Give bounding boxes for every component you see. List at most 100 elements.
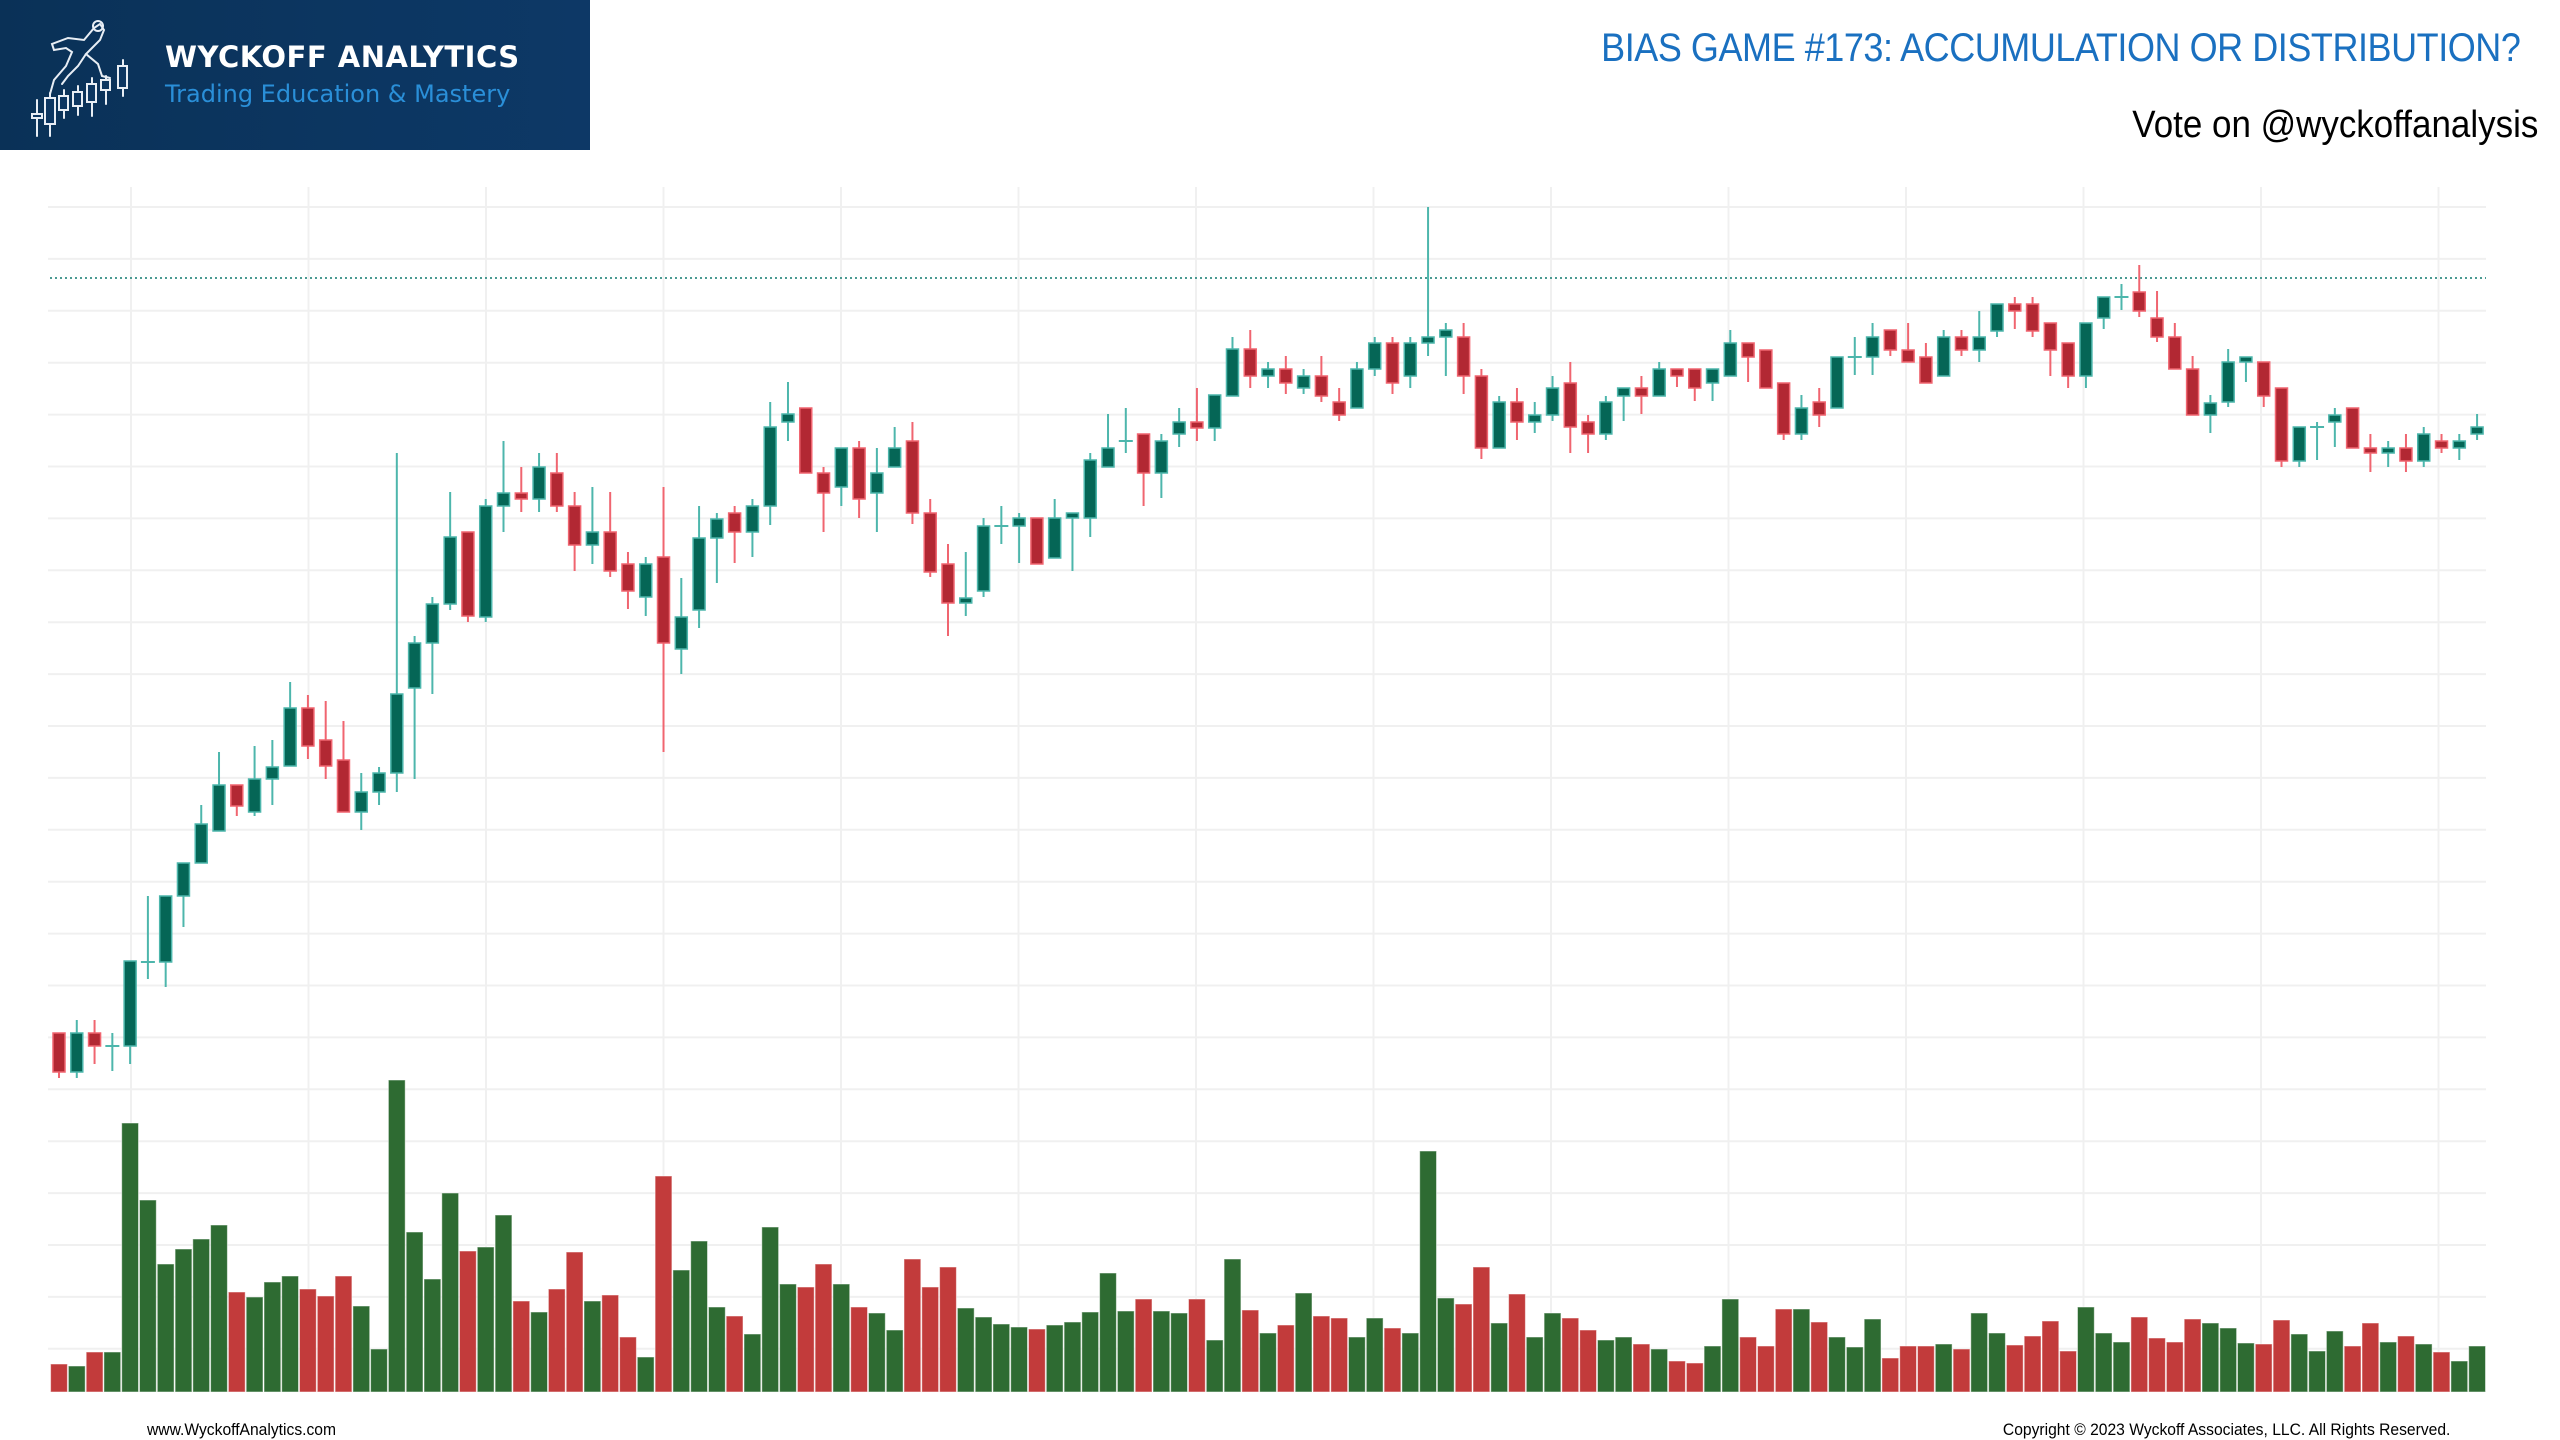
volume-bar: [1028, 1328, 1046, 1393]
volume-bar: [974, 1316, 993, 1393]
volume-bars: [50, 1079, 2486, 1393]
volume-bar: [2290, 1333, 2309, 1393]
candle: [1456, 323, 1471, 394]
candle: [1439, 323, 1453, 376]
candle: [799, 407, 813, 474]
candle: [976, 518, 991, 597]
volume-bar: [281, 1275, 300, 1393]
volume-bar: [156, 1263, 175, 1393]
volume-bar: [121, 1122, 139, 1393]
candle: [87, 1020, 102, 1064]
candle: [1847, 337, 1862, 375]
candle: [816, 467, 831, 532]
candle: [763, 402, 777, 525]
candle: [212, 752, 226, 832]
candle: [1670, 368, 1684, 387]
volume-bar: [1099, 1272, 1117, 1393]
candle: [390, 453, 404, 792]
candle: [1634, 376, 1649, 414]
candle: [1172, 408, 1186, 447]
candle: [603, 492, 617, 577]
volume-bar: [601, 1294, 620, 1393]
candle: [2185, 356, 2200, 416]
candle: [247, 746, 262, 816]
volume-bar: [1721, 1298, 1740, 1393]
candle: [1243, 330, 1258, 388]
volume-bar: [1116, 1310, 1135, 1393]
footer-copyright: Copyright © 2023 Wyckoff Associates, LLC…: [2002, 1420, 2450, 1439]
vote-prompt: Vote on @wyckoffanalysis: [2131, 104, 2538, 146]
candle: [1759, 349, 1773, 389]
volume-bar: [1899, 1345, 1917, 1393]
candle: [550, 453, 564, 512]
volume-bar: [1774, 1308, 1793, 1393]
volume-bar: [1508, 1293, 1526, 1393]
volume-bar: [1330, 1317, 1349, 1393]
volume-bar: [387, 1079, 406, 1393]
volume-bar: [50, 1363, 68, 1393]
candle: [194, 805, 208, 864]
volume-bar: [2059, 1350, 2077, 1393]
candle: [478, 499, 493, 622]
volume-bar: [1597, 1339, 1615, 1393]
volume-bar: [796, 1286, 815, 1393]
volume-bar: [2112, 1341, 2131, 1393]
candle: [1367, 337, 1382, 376]
volume-bar: [334, 1275, 353, 1393]
volume-bar: [885, 1329, 904, 1393]
candle: [1083, 453, 1097, 537]
volume-bar: [2450, 1360, 2469, 1393]
candle: [1492, 396, 1506, 449]
candle: [2345, 407, 2360, 449]
candle: [2150, 291, 2164, 342]
candle: [301, 695, 315, 759]
candle: [2096, 296, 2111, 329]
volume-bar: [850, 1306, 869, 1393]
candle: [354, 773, 369, 830]
volume-bar: [2237, 1342, 2255, 1393]
candle: [2168, 323, 2182, 370]
candle: [140, 896, 155, 979]
candle: [2274, 387, 2289, 467]
volume-bar: [210, 1224, 228, 1393]
candle: [1296, 369, 1311, 394]
volume-bar: [1845, 1346, 1864, 1393]
volume-bar: [1490, 1322, 1509, 1393]
volume-bar: [227, 1291, 246, 1393]
candle: [1652, 362, 1666, 397]
footer-website[interactable]: www.WyckoffAnalytics.com: [147, 1420, 337, 1439]
volume-bar: [1828, 1336, 1846, 1393]
candle: [1723, 330, 1738, 377]
volume-bar: [725, 1315, 744, 1393]
candle: [1919, 343, 1933, 384]
candle: [887, 427, 902, 468]
candle: [283, 682, 297, 767]
volume-bar: [779, 1283, 797, 1393]
volume-bar: [1792, 1308, 1811, 1393]
volume-bar: [2272, 1319, 2291, 1393]
volume-bar: [459, 1250, 477, 1393]
volume-bar: [814, 1263, 833, 1393]
volume-bar: [832, 1283, 851, 1393]
volume-bar: [1881, 1357, 1900, 1393]
volume-bar: [1988, 1332, 2006, 1393]
candle: [372, 767, 386, 805]
candle: [1474, 369, 1489, 459]
volume-bar: [67, 1365, 86, 1393]
volume-bar: [2165, 1341, 2184, 1393]
candle: [1510, 388, 1524, 440]
candle: [994, 506, 1009, 544]
candle: [2114, 284, 2129, 310]
volume-bar: [2325, 1330, 2344, 1393]
chart-grid: [48, 187, 2486, 1392]
candle: [1154, 434, 1169, 498]
volume-bar: [565, 1251, 584, 1393]
volume-bar: [743, 1333, 762, 1393]
volume-bar: [2414, 1343, 2433, 1393]
page-title: BIAS GAME #173: ACCUMULATION OR DISTRIBU…: [1600, 26, 2521, 70]
candle: [1118, 408, 1133, 453]
candle: [727, 506, 742, 563]
brand-tagline: Trading Education & Mastery: [165, 80, 511, 108]
volume-bar: [1063, 1321, 1082, 1393]
candle: [318, 701, 333, 779]
